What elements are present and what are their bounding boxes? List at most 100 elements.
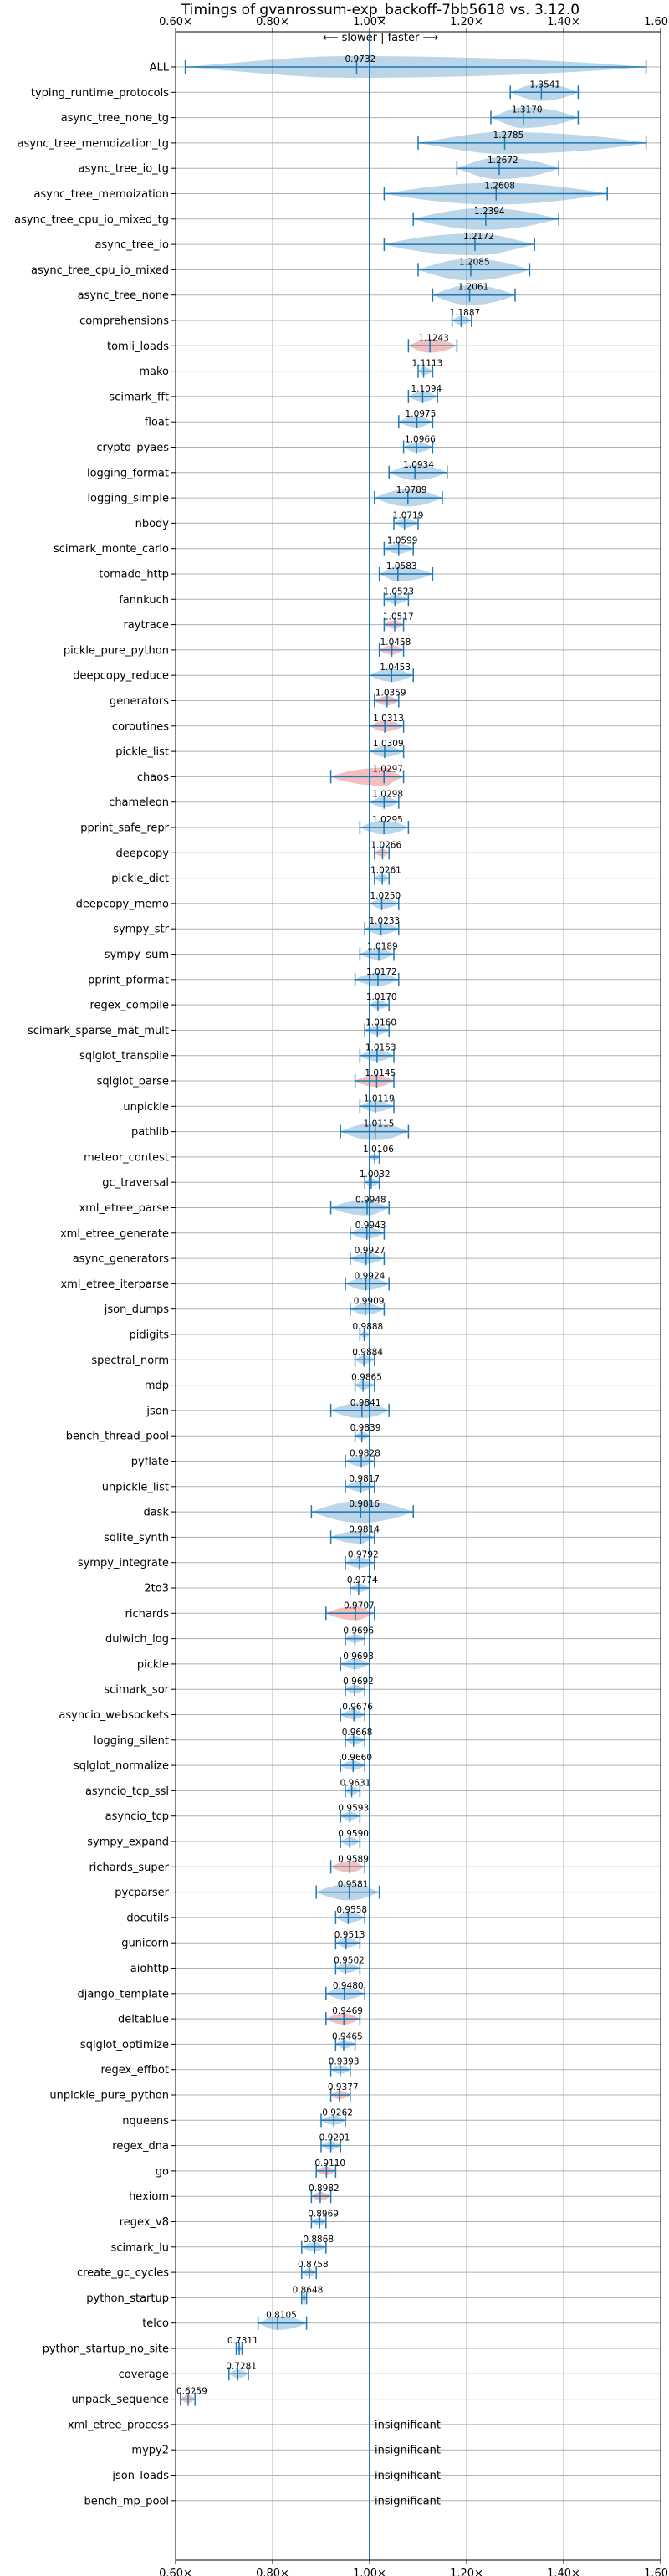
category-label: async_generators xyxy=(73,1253,170,1266)
category-label: unpickle xyxy=(123,1101,169,1114)
value-label: 0.9668 xyxy=(342,1728,373,1738)
value-label: 1.2172 xyxy=(463,232,494,242)
category-label: richards_super xyxy=(89,1862,169,1874)
value-label: 0.9884 xyxy=(352,1347,383,1357)
value-label: 0.9817 xyxy=(349,1474,380,1484)
value-label: 0.9593 xyxy=(338,1804,369,1814)
category-label: python_startup_no_site xyxy=(43,2343,169,2356)
value-label: 1.0170 xyxy=(366,992,397,1002)
value-label: 1.0297 xyxy=(372,764,403,774)
value-label: 1.1113 xyxy=(412,359,443,369)
value-label: 1.0295 xyxy=(372,815,403,825)
value-label: 1.0266 xyxy=(370,840,401,850)
category-label: chaos xyxy=(137,771,169,784)
category-label: logging_simple xyxy=(87,493,169,505)
category-label: pycparser xyxy=(115,1887,169,1899)
category-label: create_gc_cycles xyxy=(77,2267,169,2280)
top-tick-label: 1.00× xyxy=(353,16,386,28)
category-label: pickle_dict xyxy=(111,873,169,885)
category-label: scimark_sor xyxy=(104,1684,169,1697)
value-label: 1.0453 xyxy=(380,663,411,673)
category-label: telco xyxy=(142,2317,169,2330)
insignificant-label: insignificant xyxy=(375,2419,441,2431)
category-label: ALL xyxy=(150,62,170,74)
category-label: logging_format xyxy=(87,467,169,479)
value-label: 1.0261 xyxy=(370,866,401,876)
top-tick-label: 0.80× xyxy=(256,16,289,28)
chart-subtitle: ⟵ slower | faster ⟶ xyxy=(323,32,438,44)
insignificant-label: insignificant xyxy=(375,2470,441,2482)
top-tick-label: 0.60× xyxy=(159,16,192,28)
category-label: nbody xyxy=(135,518,170,530)
value-label: 1.1243 xyxy=(418,333,449,343)
category-label: sqlglot_optimize xyxy=(80,2039,169,2051)
category-label: tornado_http xyxy=(99,569,169,581)
value-label: 0.9816 xyxy=(349,1499,380,1509)
category-label: go xyxy=(156,2165,169,2178)
category-label: sympy_sum xyxy=(105,949,169,961)
value-label: 1.0719 xyxy=(393,510,424,520)
category-label: typing_runtime_protocols xyxy=(31,87,169,100)
category-label: pprint_safe_repr xyxy=(80,822,169,835)
value-label: 0.9676 xyxy=(342,1703,373,1713)
category-label: async_tree_cpu_io_mixed xyxy=(31,264,169,277)
category-label: sympy_expand xyxy=(87,1836,169,1849)
value-label: 0.9839 xyxy=(350,1423,381,1433)
category-label: sympy_str xyxy=(113,924,169,936)
value-label: 1.0934 xyxy=(403,460,434,470)
insignificant-label: insignificant xyxy=(375,2495,441,2507)
value-label: 0.9469 xyxy=(332,2006,363,2016)
category-label: nqueens xyxy=(122,2115,169,2128)
value-label: 0.9558 xyxy=(336,1905,367,1915)
category-labels: ALL typing_runtime_protocols async_tree_no… xyxy=(14,62,176,2507)
category-label: raytrace xyxy=(123,619,169,632)
value-label: 1.0172 xyxy=(366,967,397,977)
top-tick-label: 1.20× xyxy=(450,16,483,28)
category-label: pickle_pure_python xyxy=(64,644,169,657)
value-label: 1.0966 xyxy=(405,435,436,445)
category-label: float xyxy=(145,417,169,429)
value-label: 1.0250 xyxy=(370,891,401,901)
value-label: 1.3170 xyxy=(512,105,543,115)
category-label: python_startup xyxy=(86,2292,169,2305)
top-tick-label: 1.40× xyxy=(547,16,580,28)
value-label: 0.9774 xyxy=(347,1575,378,1585)
category-label: aiohttp xyxy=(130,1963,169,1975)
category-label: pidigits xyxy=(130,1329,170,1342)
value-label: 0.8648 xyxy=(293,2285,324,2295)
value-label: 1.0517 xyxy=(383,612,414,622)
category-label: dask xyxy=(143,1507,169,1519)
value-label: 0.9732 xyxy=(345,54,375,64)
value-label: 0.8969 xyxy=(308,2210,339,2220)
category-label: docutils xyxy=(126,1912,169,1924)
category-label: async_tree_io_tg xyxy=(79,163,169,176)
value-label: 1.0119 xyxy=(364,1093,395,1104)
bottom-tick-label: 0.80× xyxy=(256,2568,289,2576)
value-label: 0.8105 xyxy=(266,2311,297,2321)
value-label: 1.0309 xyxy=(373,739,404,749)
value-label: 0.9888 xyxy=(353,1322,384,1332)
value-label: 1.0298 xyxy=(372,790,403,800)
category-label: xml_etree_iterparse xyxy=(60,1278,169,1291)
value-label: 1.0523 xyxy=(383,586,414,597)
value-label: 0.9814 xyxy=(349,1524,380,1534)
value-label: 0.9513 xyxy=(334,1930,365,1940)
category-label: chameleon xyxy=(109,796,169,809)
value-label: 1.1887 xyxy=(449,308,480,318)
category-label: deltablue xyxy=(118,2014,169,2026)
chart-title: Timings of gvanrossum-exp_backoff-7bb561… xyxy=(181,2,580,18)
category-label: meteor_contest xyxy=(84,1151,169,1164)
category-label: deepcopy xyxy=(115,848,169,860)
category-label: pickle xyxy=(137,1658,169,1671)
category-label: dulwich_log xyxy=(105,1633,169,1646)
plot-frame xyxy=(175,31,661,2561)
category-label: comprehensions xyxy=(79,315,169,328)
value-label: 1.0583 xyxy=(386,561,417,571)
category-label: mdp xyxy=(145,1380,169,1392)
value-label: 0.7281 xyxy=(226,2361,257,2371)
value-label: 1.2085 xyxy=(459,257,490,267)
category-label: pickle_list xyxy=(115,746,169,759)
category-label: 2to3 xyxy=(144,1583,169,1595)
category-label: json xyxy=(146,1405,169,1417)
